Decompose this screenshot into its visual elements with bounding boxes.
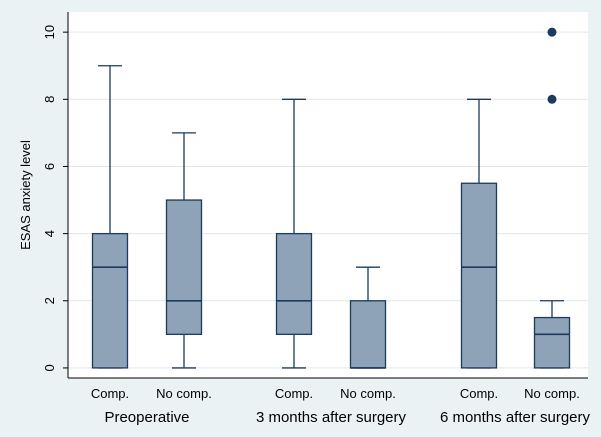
- y-tick-label-2: 2: [42, 297, 57, 304]
- box-g1-comp: [91, 232, 129, 369]
- category-label-g1-nocomp: No comp.: [156, 386, 212, 401]
- plot-area: [68, 12, 588, 378]
- box-g1-nocomp: [165, 199, 203, 335]
- outlier-g3-nocomp-0: [547, 94, 557, 104]
- group-label-1: Preoperative: [104, 409, 189, 426]
- y-tick-label-10: 10: [42, 25, 57, 39]
- category-label-g3-nocomp: No comp.: [524, 386, 580, 401]
- y-tick-label-4: 4: [42, 230, 57, 237]
- category-label-g2-comp: Comp.: [275, 386, 313, 401]
- y-tick-label-8: 8: [42, 96, 57, 103]
- box-g2-nocomp: [349, 300, 387, 369]
- group-label-2: 3 months after surgery: [256, 409, 407, 426]
- y-axis-title: ESAS anxiety level: [18, 140, 33, 250]
- group-label-3: 6 months after surgery: [440, 409, 591, 426]
- category-label-g3-comp: Comp.: [460, 386, 498, 401]
- outlier-g3-nocomp-1: [547, 27, 557, 37]
- box-g2-comp: [275, 232, 313, 335]
- y-tick-label-6: 6: [42, 163, 57, 170]
- box-g3-comp: [460, 182, 498, 369]
- box-g3-nocomp: [533, 316, 571, 369]
- category-label-g2-nocomp: No comp.: [340, 386, 396, 401]
- y-tick-label-0: 0: [42, 364, 57, 371]
- category-label-g1-comp: Comp.: [91, 386, 129, 401]
